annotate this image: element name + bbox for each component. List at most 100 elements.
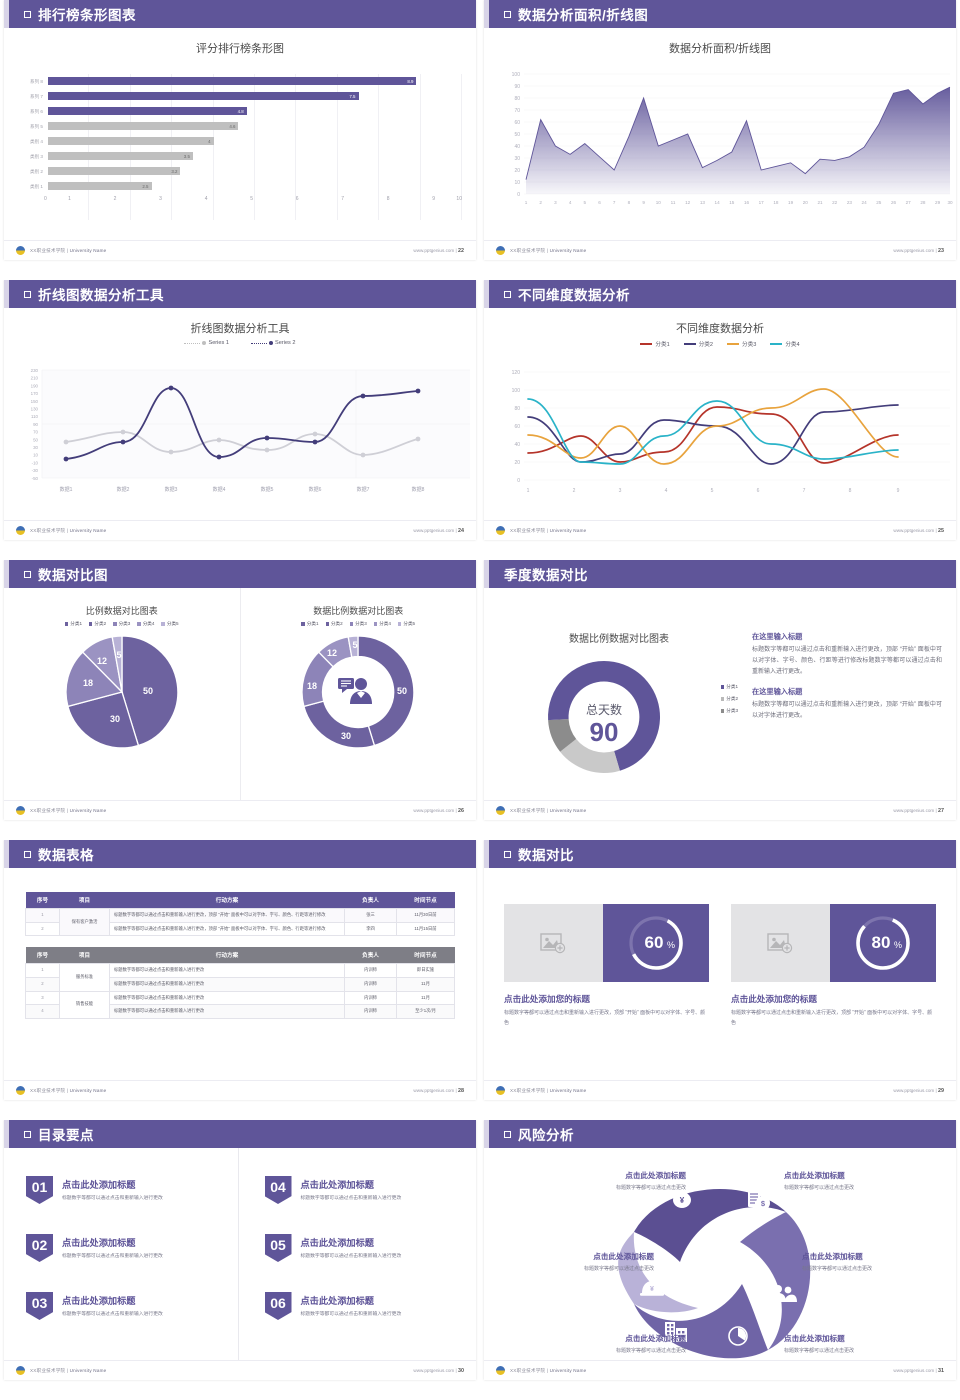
square-bullet-icon (24, 1130, 31, 1138)
svg-text:7: 7 (803, 488, 806, 494)
slide-header: 风险分析 (484, 1120, 956, 1148)
column-header: 序号 (25, 892, 60, 909)
catalog-desc: 标题数字等都可以通过点击和重新输入进行更改 (62, 1196, 163, 1201)
risk-title: 点击此处添加标题 (784, 1171, 845, 1180)
svg-text:15: 15 (729, 200, 735, 205)
bar-value: 2.5 (142, 183, 149, 189)
donut-legend: 分类1 分类2 分类3 (720, 684, 738, 720)
slide-area-chart[interactable]: 数据分析面积/折线图 数据分析面积/折线图 (480, 0, 960, 280)
slide-footer: XX职业技术学院 | University Name www.pptgenius… (4, 1360, 476, 1380)
chart-title: 数据比例数据对比图表 (313, 606, 404, 616)
square-bullet-icon (24, 290, 31, 298)
svg-text:210: 210 (31, 376, 39, 381)
risk-desc: 标题数字等都可以通过点击更改 (615, 1185, 686, 1191)
slide-data-table[interactable]: 数据表格 序号 项目 行动方案 负责人 时间节点 1 保有客户激 (0, 840, 480, 1120)
svg-text:20: 20 (514, 168, 520, 174)
svg-text:-50: -50 (32, 476, 39, 481)
image-placeholder[interactable] (504, 904, 603, 982)
svg-text:230: 230 (31, 368, 39, 373)
slide-title: 不同维度数据分析 (518, 288, 630, 303)
svg-text:29: 29 (935, 200, 941, 205)
slide-title: 排行榜条形图表 (38, 8, 136, 23)
bar-row: 系列 8 8.9 (18, 74, 462, 89)
card-desc: 标题数字等都可以通过点击和重新输入进行更改，顶部 “开始” 面板中可以对字体、字… (731, 1010, 933, 1026)
svg-text:3: 3 (554, 200, 557, 205)
donut-center-label: 总天数 (586, 702, 622, 717)
square-bullet-icon (504, 850, 511, 858)
slide-title: 目录要点 (38, 1128, 94, 1143)
catalog-item[interactable]: 04 点击此处添加标题 标题数字等都可以通过点击和重新输入进行更改 (264, 1176, 463, 1204)
legend-label: 分类2 (698, 342, 713, 348)
chart-title: 折线图数据分析工具 (190, 323, 290, 335)
legend-label: 分类3 (118, 621, 131, 626)
svg-text:60: 60 (514, 120, 520, 126)
table-header-row: 序号 项目 行动方案 负责人 时间节点 (25, 892, 455, 909)
catalog-item[interactable]: 02 点击此处添加标题 标题数字等都可以通过点击和重新输入进行更改 (26, 1234, 224, 1262)
number-badge: 04 (264, 1176, 292, 1204)
number-badge: 01 (26, 1176, 53, 1204)
svg-text:20: 20 (803, 200, 809, 205)
risk-title: 点击此处添加标题 (625, 1334, 686, 1343)
svg-text:100: 100 (512, 72, 521, 78)
table-row: 2 标题数字等都可以通过点击和重新输入进行更改，顶部 “开始” 面板中可以对字体… (25, 921, 455, 937)
legend-label: 分类3 (355, 621, 367, 626)
svg-text:6: 6 (598, 200, 601, 205)
svg-text:1: 1 (527, 488, 530, 494)
slide-line-tool[interactable]: 折线图数据分析工具 折线图数据分析工具 Series 1 Series 2 (0, 280, 480, 560)
catalog-desc: 标题数字等都可以通过点击和重新输入进行更改 (300, 1196, 402, 1201)
catalog-desc: 标题数字等都可以通过点击和重新输入进行更改 (62, 1312, 163, 1317)
bar-label: 系列 8 (29, 78, 43, 84)
svg-text:数据5: 数据5 (261, 486, 274, 493)
slide-quarterly[interactable]: 季度数据对比 数据比例数据对比图表 总天数 90 (480, 560, 960, 840)
catalog-title: 点击此处添加标题 (300, 1296, 375, 1306)
slide-ranking-bar[interactable]: 排行榜条形图表 评分排行榜条形图 系列 8 8.9 系列 7 7.5 (0, 0, 480, 280)
table-header-row: 序号 项目 行动方案 负责人 时间节点 (25, 947, 455, 964)
svg-text:80: 80 (514, 406, 520, 412)
compare-card[interactable]: 80 % 点击此处添加您的标题 标题数字等都可以通过点击和重新输入进行更改，顶部… (731, 904, 936, 1028)
slide-multi-dimension[interactable]: 不同维度数据分析 不同维度数据分析 分类1 分类2 分类3 分类4 (480, 280, 960, 560)
money-bag-icon: ¥ (673, 1189, 691, 1208)
svg-text:20: 20 (514, 460, 520, 466)
compare-card[interactable]: 60 % 点击此处添加您的标题 标题数字等都可以通过点击和重新输入进行更改，顶部… (504, 904, 709, 1028)
percent-ring-panel: 60 % (602, 904, 709, 982)
square-bullet-icon (504, 10, 511, 18)
slide-pie-compare[interactable]: 数据对比图 比例数据对比图表 分类1 分类2 分类3 分类4 分类5 (0, 560, 480, 840)
catalog-item[interactable]: 05 点击此处添加标题 标题数字等都可以通过点击和重新输入进行更改 (264, 1234, 463, 1262)
number-badge: 02 (26, 1234, 53, 1262)
table-row: 4 标题数字等都可以通过点击和重新输入进行更改 内训师 至少1次/月 (25, 1004, 455, 1019)
slide-risk-analysis[interactable]: 风险分析 (480, 1120, 960, 1400)
catalog-item[interactable]: 06 点击此处添加标题 标题数字等都可以通过点击和重新输入进行更改 (264, 1292, 463, 1320)
percent-ring-panel: 80 % (829, 904, 936, 982)
slide-title: 季度数据对比 (504, 568, 588, 583)
school-logo-icon (496, 246, 505, 255)
svg-text:9: 9 (897, 488, 900, 494)
risk-desc: 标题数字等都可以通过点击更改 (784, 1185, 855, 1191)
legend-item: 分类1 (640, 340, 670, 348)
legend-label: 分类3 (742, 342, 757, 348)
slide-footer: XX职业技术学院 | University Name www.pptgenius… (484, 1360, 956, 1380)
section-heading: 在这里输入标题 (752, 687, 803, 697)
svg-text:19: 19 (788, 200, 794, 205)
svg-text:6: 6 (757, 488, 760, 494)
bar-value: 3.5 (183, 153, 190, 159)
catalog-item[interactable]: 01 点击此处添加标题 标题数字等都可以通过点击和重新输入进行更改 (26, 1176, 224, 1204)
table-row: 2 标题数字等都可以通过点击和重新输入进行更改 内训师 11月 (25, 976, 455, 992)
svg-text:8: 8 (628, 200, 631, 205)
chart-title: 不同维度数据分析 (676, 323, 764, 335)
number-badge: 05 (264, 1234, 292, 1262)
bar-label: 类别 2 (29, 168, 43, 174)
catalog-item[interactable]: 03 点击此处添加标题 标题数字等都可以通过点击和重新输入进行更改 (26, 1292, 224, 1320)
image-placeholder[interactable] (731, 904, 830, 982)
svg-text:数据7: 数据7 (357, 486, 370, 493)
svg-text:4: 4 (569, 200, 572, 205)
pie-value: 12 (97, 656, 107, 666)
square-bullet-icon (504, 290, 511, 298)
donut-value: 12 (327, 648, 337, 658)
slide-percent-compare[interactable]: 数据对比 (480, 840, 960, 1120)
table-secondary[interactable]: 序号 项目 行动方案 负责人 时间节点 1 服务标准 标题数字等都可以通过点击和… (25, 947, 455, 1019)
table-primary[interactable]: 序号 项目 行动方案 负责人 时间节点 1 保有客户激活 标题数字等都可以通过点… (25, 892, 455, 937)
slide-catalog[interactable]: 目录要点 01 点击此处添加标题 标题数字等都可以通过点击和重新输入进行更改 0… (0, 1120, 480, 1400)
catalog-title: 点击此处添加标题 (62, 1238, 136, 1248)
table-row: 3 销售技能 标题数字等都可以通过点击和重新输入进行更改 内训师 11月 (25, 990, 455, 1019)
slide-title: 数据对比图 (38, 568, 108, 583)
